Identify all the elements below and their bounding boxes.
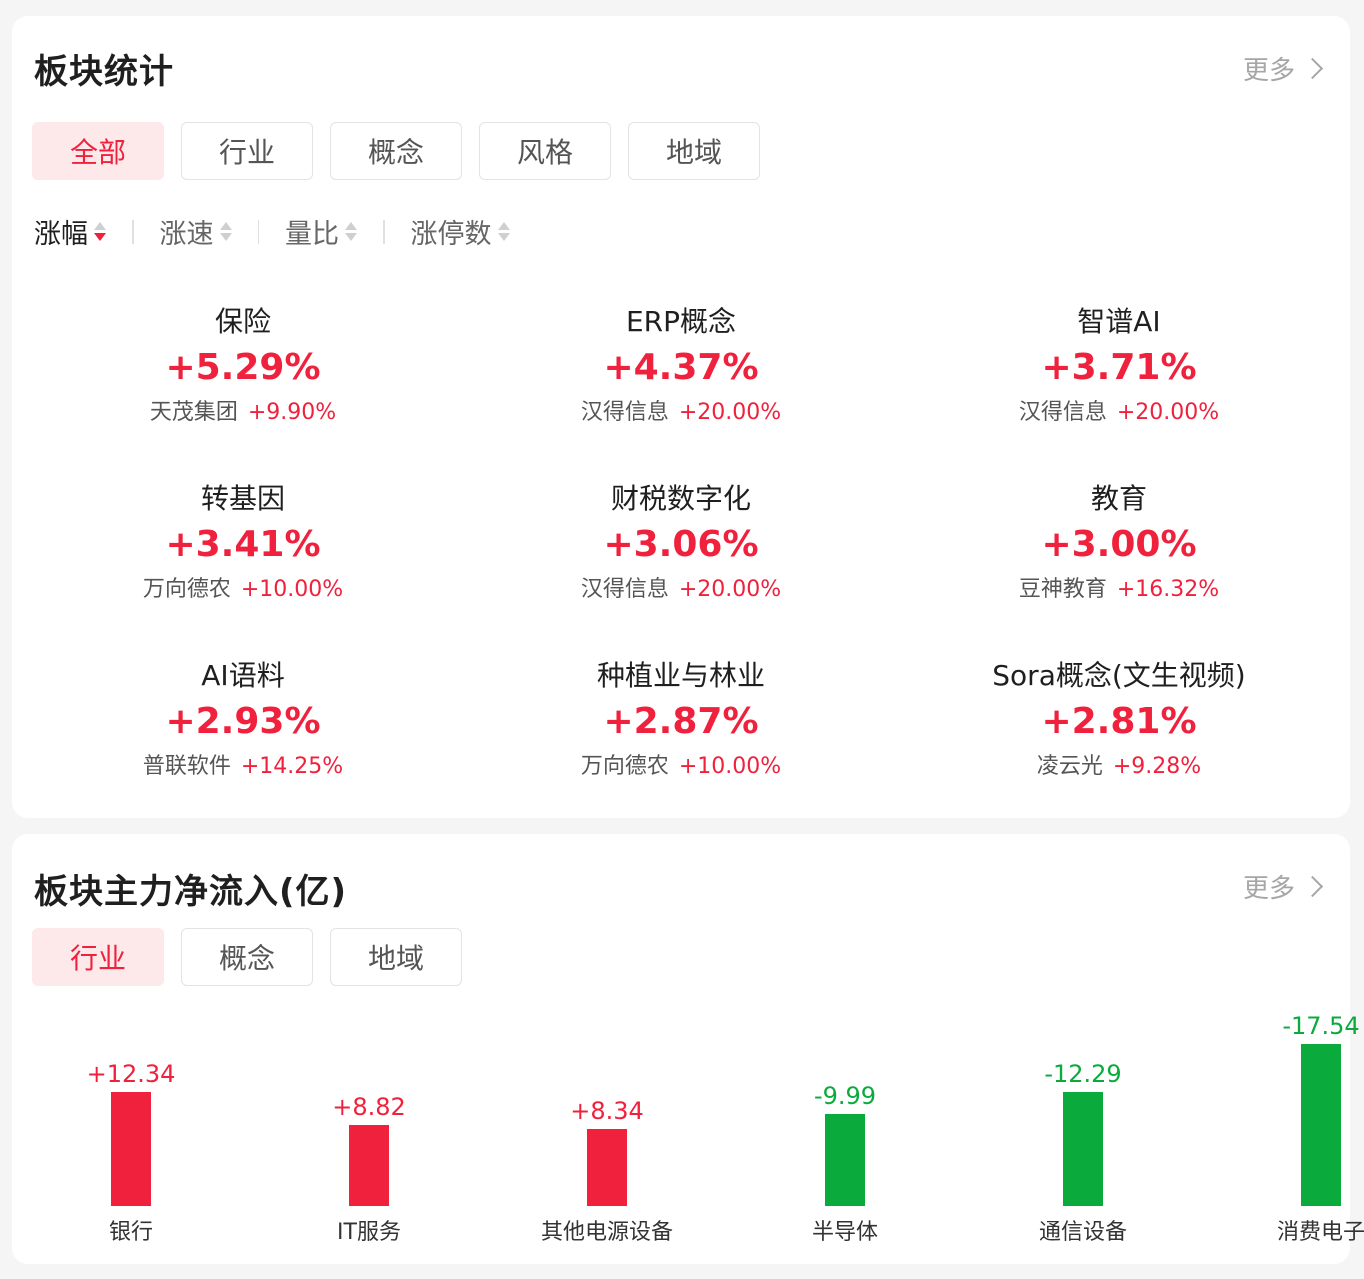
divider: [132, 219, 134, 244]
bar-value-label: +8.34: [570, 1097, 644, 1125]
bar-value-label: -9.99: [813, 1082, 877, 1110]
more-label: 更多: [1242, 56, 1295, 86]
sector-stats-title: 板块统计: [34, 52, 174, 92]
more-label: 更多: [1242, 874, 1295, 904]
sector-name: 种植业与林业: [596, 659, 765, 692]
sector-change: +2.93%: [165, 701, 321, 742]
bar-value-label: +12.34: [86, 1060, 176, 1088]
bar: [1301, 1044, 1341, 1206]
divider: [383, 219, 385, 244]
sector-item[interactable]: AI语料 +2.93% 普联软件 +14.25%: [24, 658, 462, 835]
bar: [587, 1129, 627, 1206]
sector-item[interactable]: 保险 +5.29% 天茂集团 +9.90%: [24, 304, 462, 481]
sort-icon: [345, 222, 357, 241]
bar: [1063, 1092, 1103, 1206]
bar: [111, 1092, 151, 1206]
bar-group[interactable]: -12.29 通信设备: [964, 1010, 1202, 1260]
sector-name: ERP概念: [625, 305, 737, 338]
sector-item[interactable]: 种植业与林业 +2.87% 万向德农 +10.00%: [462, 658, 900, 835]
sector-name: 转基因: [200, 482, 285, 515]
sector-name: 财税数字化: [610, 482, 751, 515]
sector-name: 教育: [1090, 482, 1147, 515]
sort-change[interactable]: 涨幅: [34, 212, 106, 251]
leader-stock: 天茂集团 +9.90%: [149, 400, 337, 425]
sector-grid: 保险 +5.29% 天茂集团 +9.90% ERP概念 +4.37% 汉得信息 +2…: [12, 304, 1362, 835]
sort-speed-label: 涨速: [159, 219, 214, 250]
sector-change: +4.37%: [603, 347, 759, 388]
bar-group[interactable]: +8.34 其他电源设备: [488, 1010, 726, 1260]
bar-category-label: 半导体: [811, 1220, 878, 1245]
bar-category-label: IT服务: [337, 1220, 401, 1245]
leader-stock: 万向德农 +10.00%: [580, 754, 782, 779]
tab-style[interactable]: 风格: [479, 122, 611, 180]
sector-stats-card: 板块统计 更多 全部 行业 概念 风格 地域 涨幅 涨速 量比 涨停数: [12, 16, 1350, 818]
tab-region[interactable]: 地域: [628, 122, 760, 180]
leader-stock: 汉得信息 +20.00%: [580, 400, 782, 425]
net-inflow-card: 板块主力净流入(亿) 更多 行业 概念 地域 +12.34 银行 +8.82 IT服务…: [12, 834, 1364, 1264]
sector-name: 保险: [214, 305, 271, 338]
sort-icon: [219, 222, 232, 241]
tab-industry[interactable]: 行业: [32, 928, 164, 986]
sector-item[interactable]: 财税数字化 +3.06% 汉得信息 +20.00%: [462, 481, 900, 658]
sort-change-label: 涨幅: [34, 219, 88, 250]
sector-name: 智谱AI: [1077, 305, 1161, 338]
sector-item[interactable]: 智谱AI +3.71% 汉得信息 +20.00%: [900, 304, 1338, 481]
sort-bar: 涨幅 涨速 量比 涨停数: [34, 212, 510, 251]
sector-change: +3.06%: [603, 524, 759, 565]
chevron-right-icon: [1301, 57, 1324, 80]
sector-change: +5.29%: [165, 347, 321, 388]
leader-stock: 豆神教育 +16.32%: [1018, 577, 1220, 602]
sort-icon: [497, 222, 510, 241]
bar: [349, 1125, 389, 1206]
tab-concept[interactable]: 概念: [330, 122, 462, 180]
sector-item[interactable]: 教育 +3.00% 豆神教育 +16.32%: [900, 481, 1338, 658]
bar-category-label: 银行: [108, 1220, 153, 1245]
sort-limit-up-count-label: 涨停数: [410, 219, 492, 250]
bar-value-label: -17.54: [1282, 1012, 1360, 1040]
bar-category-label: 通信设备: [1038, 1220, 1127, 1245]
divider: [257, 219, 259, 244]
sort-volume-ratio-label: 量比: [285, 219, 339, 250]
sort-speed[interactable]: 涨速: [160, 212, 232, 251]
sector-name: Sora概念(文生视频): [992, 659, 1246, 692]
sector-item[interactable]: Sora概念(文生视频) +2.81% 凌云光 +9.28%: [900, 658, 1338, 835]
leader-stock: 汉得信息 +20.00%: [1018, 400, 1220, 425]
chevron-right-icon: [1301, 875, 1324, 898]
sector-item[interactable]: ERP概念 +4.37% 汉得信息 +20.00%: [462, 304, 900, 481]
tab-all[interactable]: 全部: [32, 122, 164, 180]
sector-stats-tabs: 全部 行业 概念 风格 地域: [32, 122, 760, 180]
bar-group[interactable]: +8.82 IT服务: [250, 1010, 488, 1260]
leader-stock: 万向德农 +10.00%: [142, 577, 344, 602]
sector-change: +3.00%: [1041, 524, 1197, 565]
sector-change: +3.71%: [1041, 347, 1197, 388]
sector-name: AI语料: [201, 659, 285, 692]
leader-stock: 汉得信息 +20.00%: [580, 577, 782, 602]
sector-change: +3.41%: [165, 524, 321, 565]
bar-group[interactable]: -17.54 消费电子: [1202, 1010, 1364, 1260]
sort-limit-up-count[interactable]: 涨停数: [411, 212, 510, 251]
sort-desc-icon: [94, 222, 106, 241]
tab-industry[interactable]: 行业: [181, 122, 313, 180]
bar-value-label: -12.29: [1044, 1060, 1122, 1088]
sort-volume-ratio[interactable]: 量比: [285, 212, 357, 251]
tab-region[interactable]: 地域: [330, 928, 462, 986]
bar: [825, 1114, 865, 1206]
leader-stock: 普联软件 +14.25%: [142, 754, 344, 779]
bar-category-label: 其他电源设备: [540, 1220, 673, 1245]
tab-concept[interactable]: 概念: [181, 928, 313, 986]
sector-change: +2.87%: [603, 701, 759, 742]
sector-change: +2.81%: [1041, 701, 1197, 742]
bar-group[interactable]: -9.99 半导体: [726, 1010, 964, 1260]
net-inflow-bar-chart: +12.34 银行 +8.82 IT服务 +8.34 其他电源设备 -9.99 半导体 -12.…: [12, 1010, 1364, 1260]
sector-item[interactable]: 转基因 +3.41% 万向德农 +10.00%: [24, 481, 462, 658]
net-inflow-tabs: 行业 概念 地域: [32, 928, 462, 986]
sector-stats-more-button[interactable]: 更多: [1243, 50, 1326, 87]
bar-category-label: 消费电子: [1276, 1220, 1364, 1245]
net-inflow-title: 板块主力净流入(亿): [34, 872, 348, 912]
net-inflow-more-button[interactable]: 更多: [1243, 868, 1326, 905]
bar-group[interactable]: +12.34 银行: [12, 1010, 250, 1260]
bar-value-label: +8.82: [332, 1093, 406, 1121]
leader-stock: 凌云光 +9.28%: [1036, 754, 1202, 779]
